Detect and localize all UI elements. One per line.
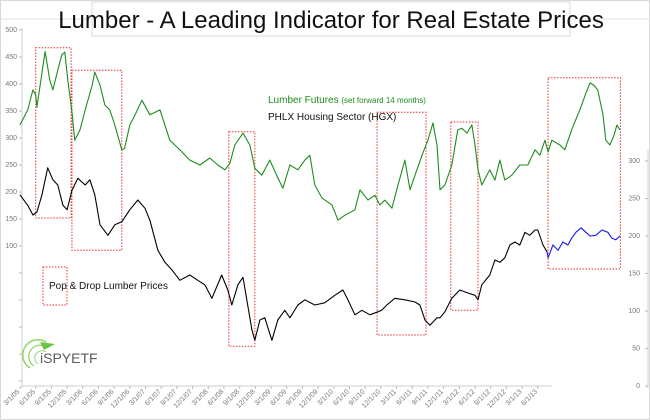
title-box: [91, 1, 571, 37]
legend-lumber-note: (set forward 14 months): [341, 96, 426, 105]
left-axis-label: 350: [5, 108, 17, 115]
series-line-hgx_recent: [546, 227, 621, 259]
left-axis-label: 300: [5, 135, 17, 142]
ispyetf-logo: iSPYETF: [21, 339, 98, 369]
x-axis-label: 3/1/09: [254, 388, 273, 407]
legend-lumber: Lumber Futures (set forward 14 months): [268, 95, 426, 106]
pop-drop-box: [228, 131, 256, 347]
x-axis-label: 6/1/12: [458, 388, 477, 407]
pop-drop-box: [547, 77, 621, 270]
x-axis-label: 3/1/13: [505, 388, 524, 407]
right-axis-label: 50: [632, 346, 640, 353]
x-axis-label: 3/1/12: [442, 388, 461, 407]
right-axis-label: 200: [628, 233, 640, 240]
legend-lumber-name: Lumber Futures: [268, 95, 339, 106]
right-axis-label: 100: [628, 308, 640, 315]
x-axis-label: 3/1/05: [3, 388, 22, 407]
series-line-lumber: [19, 51, 621, 221]
x-axis-label: 3/1/08: [191, 388, 210, 407]
right-axis-label: 250: [628, 196, 640, 203]
x-axis-label: 6/1/06: [81, 388, 100, 407]
left-axis-label: 450: [5, 54, 17, 61]
left-axis-label: 200: [5, 189, 17, 196]
x-axis-label: 6/1/13: [520, 388, 539, 407]
x-axis-label: 3/1/11: [380, 388, 398, 406]
annotation-box-symbol: [42, 266, 68, 306]
x-axis-label: 3/1/06: [65, 388, 84, 407]
pop-drop-box: [71, 69, 123, 251]
left-axis-label: 250: [5, 162, 17, 169]
chart-title: Lumber - A Leading Indicator for Real Es…: [58, 7, 604, 34]
x-axis-label: 6/1/10: [332, 388, 351, 407]
annotation-label: Pop & Drop Lumber Prices: [49, 281, 168, 292]
pop-drop-box: [376, 111, 427, 336]
left-axis-label: 400: [5, 81, 17, 88]
left-axis-label: 500: [5, 27, 17, 34]
pop-drop-box: [450, 121, 479, 311]
x-axis-label: 6/1/08: [207, 388, 226, 407]
right-axis-label: 300: [628, 158, 640, 165]
x-axis-label: 6/1/11: [395, 388, 413, 406]
right-axis-label: 150: [628, 271, 640, 278]
x-axis-label: 3/1/10: [316, 388, 335, 407]
logo-text: iSPYETF: [40, 350, 98, 366]
legend-hgx: PHLX Housing Sector (HGX): [268, 112, 396, 123]
series-line-hgx: [19, 167, 548, 341]
left-axis-label: 100: [5, 243, 17, 250]
x-axis-label: 6/1/07: [144, 388, 163, 407]
pop-drop-box: [35, 47, 72, 219]
right-axis-label: 0: [636, 383, 640, 390]
left-axis-label: 150: [5, 216, 17, 223]
x-axis-label: 3/1/07: [128, 388, 147, 407]
x-axis-label: 6/1/09: [269, 388, 288, 407]
x-axis-label: 6/1/05: [18, 388, 37, 407]
